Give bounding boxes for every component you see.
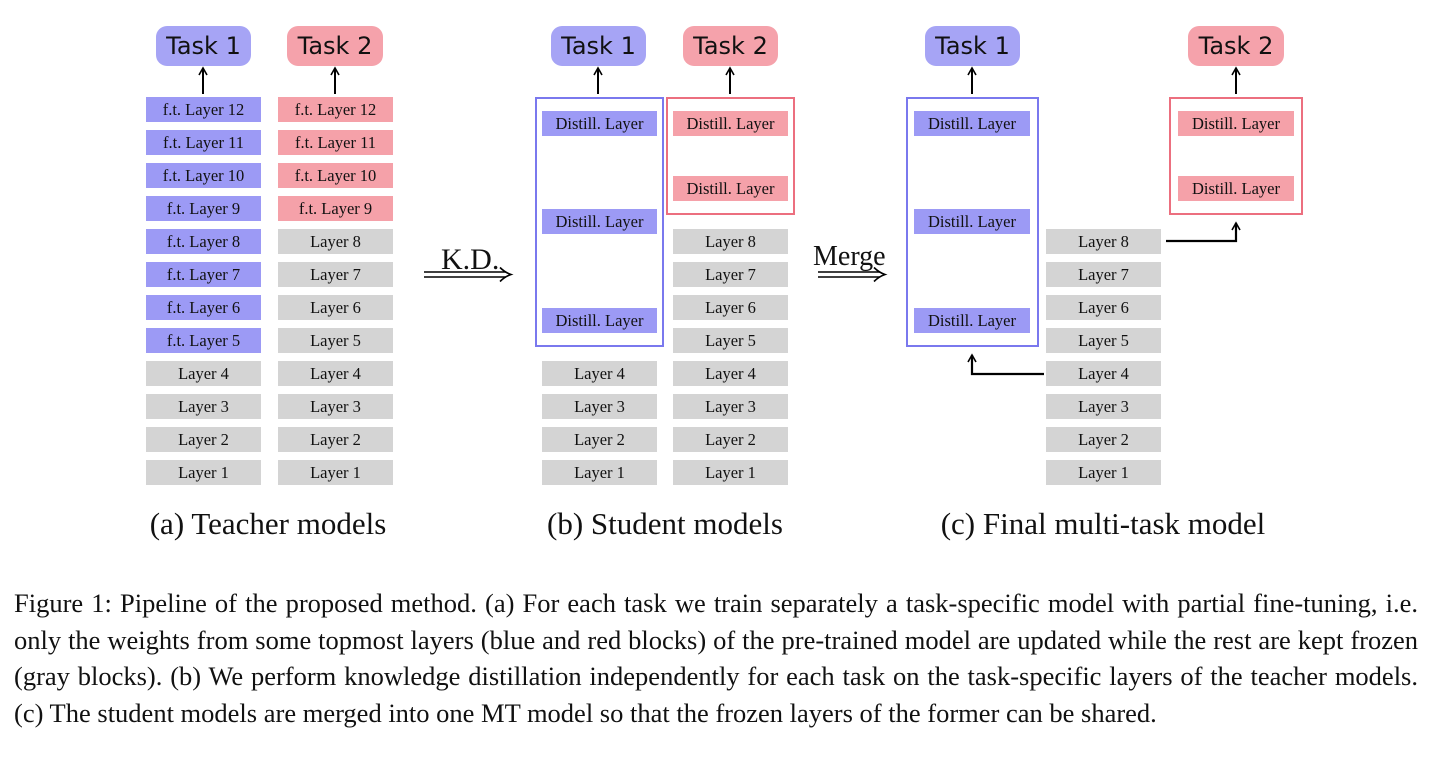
student-task1-pill: Task 1 bbox=[551, 26, 646, 66]
final-shared-layer: Layer 6 bbox=[1046, 295, 1161, 320]
student-task2-frozen-layer: Layer 8 bbox=[673, 229, 788, 254]
student-task1-distill-layer: Distill. Layer bbox=[542, 209, 657, 234]
student-task1-distill-layer: Distill. Layer bbox=[542, 111, 657, 136]
student-task1-distill-layer: Distill. Layer bbox=[542, 308, 657, 333]
student-task2-distill-layer: Distill. Layer bbox=[673, 176, 788, 201]
subcaption-a: (a) Teacher models bbox=[149, 506, 387, 541]
student-task2-frozen-layer: Layer 5 bbox=[673, 328, 788, 353]
student-task2-frozen-layer: Layer 3 bbox=[673, 394, 788, 419]
teacher-task2-layer: f.t. Layer 12 bbox=[278, 97, 393, 122]
final-shared-layer: Layer 7 bbox=[1046, 262, 1161, 287]
teacher-task1-layer: f.t. Layer 11 bbox=[146, 130, 261, 155]
teacher-task2-layer: f.t. Layer 10 bbox=[278, 163, 393, 188]
subcaption-b: (b) Student models bbox=[547, 506, 783, 541]
final-shared-layer: Layer 2 bbox=[1046, 427, 1161, 452]
teacher-task2-layer: Layer 3 bbox=[278, 394, 393, 419]
teacher-task2-layer: f.t. Layer 11 bbox=[278, 130, 393, 155]
kd-label: K.D. bbox=[441, 243, 500, 276]
figure-caption: Figure 1: Pipeline of the proposed metho… bbox=[14, 588, 1418, 728]
teacher-task2-layer: Layer 5 bbox=[278, 328, 393, 353]
teacher-task2-layer: Layer 2 bbox=[278, 427, 393, 452]
subcaption-c: (c) Final multi-task model bbox=[940, 506, 1266, 541]
student-task2-distill-layer: Distill. Layer bbox=[673, 111, 788, 136]
pipeline-figure: Task 1 Task 2 f.t. Layer 12 f.t. Layer 11… bbox=[146, 26, 1303, 541]
teacher-task2-layer: Layer 7 bbox=[278, 262, 393, 287]
final-shared-layer: Layer 3 bbox=[1046, 394, 1161, 419]
teacher-task2-layer: Layer 8 bbox=[278, 229, 393, 254]
teacher-task1-layer: f.t. Layer 10 bbox=[146, 163, 261, 188]
layer4-to-task1-connector bbox=[967, 353, 1044, 376]
final-shared-layer: Layer 1 bbox=[1046, 460, 1161, 485]
teacher-task1-layer: f.t. Layer 6 bbox=[146, 295, 261, 320]
student-task2-frozen-layer: Layer 4 bbox=[673, 361, 788, 386]
final-task1-pill: Task 1 bbox=[925, 26, 1020, 66]
merge-double-arrow bbox=[818, 266, 888, 283]
teacher-task1-layer: f.t. Layer 9 bbox=[146, 196, 261, 221]
student-task1-frozen-layer: Layer 2 bbox=[542, 427, 657, 452]
teacher-task1-layer: f.t. Layer 5 bbox=[146, 328, 261, 353]
student-task1-frozen-layer: Layer 3 bbox=[542, 394, 657, 419]
final-task2-distill-layer: Distill. Layer bbox=[1178, 176, 1294, 201]
final-task2-distill-box bbox=[1169, 97, 1303, 215]
teacher-task2-pill: Task 2 bbox=[287, 26, 383, 66]
final-shared-layer: Layer 8 bbox=[1046, 229, 1161, 254]
teacher-task2-layer: f.t. Layer 9 bbox=[278, 196, 393, 221]
teacher-task1-layer: f.t. Layer 7 bbox=[146, 262, 261, 287]
student-task2-distill-box bbox=[666, 97, 795, 215]
teacher-task1-layer: Layer 1 bbox=[146, 460, 261, 485]
teacher-task2-layer: Layer 4 bbox=[278, 361, 393, 386]
final-shared-layer: Layer 5 bbox=[1046, 328, 1161, 353]
student-task2-frozen-layer: Layer 1 bbox=[673, 460, 788, 485]
final-task1-distill-box bbox=[906, 97, 1039, 347]
final-task1-distill-layer: Distill. Layer bbox=[914, 111, 1030, 136]
student-task1-distill-box bbox=[535, 97, 664, 347]
final-task1-distill-layer: Distill. Layer bbox=[914, 308, 1030, 333]
arrow-overlay bbox=[198, 66, 1241, 376]
student-task2-pill: Task 2 bbox=[683, 26, 778, 66]
final-task1-distill-layer: Distill. Layer bbox=[914, 209, 1030, 234]
teacher-task1-layer: f.t. Layer 8 bbox=[146, 229, 261, 254]
teacher-task1-layer: f.t. Layer 12 bbox=[146, 97, 261, 122]
teacher-task1-pill: Task 1 bbox=[156, 26, 251, 66]
teacher-task1-layer: Layer 2 bbox=[146, 427, 261, 452]
kd-double-arrow bbox=[424, 266, 514, 283]
teacher-task2-layer: Layer 1 bbox=[278, 460, 393, 485]
final-task2-pill: Task 2 bbox=[1188, 26, 1284, 66]
student-task1-frozen-layer: Layer 4 bbox=[542, 361, 657, 386]
teacher-task1-layer: Layer 4 bbox=[146, 361, 261, 386]
teacher-task2-layer: Layer 6 bbox=[278, 295, 393, 320]
student-task1-frozen-layer: Layer 1 bbox=[542, 460, 657, 485]
teacher-task1-layer: Layer 3 bbox=[146, 394, 261, 419]
student-task2-frozen-layer: Layer 7 bbox=[673, 262, 788, 287]
layer8-to-task2-connector bbox=[1166, 221, 1241, 243]
merge-label: Merge bbox=[813, 241, 886, 272]
student-task2-frozen-layer: Layer 6 bbox=[673, 295, 788, 320]
final-task2-distill-layer: Distill. Layer bbox=[1178, 111, 1294, 136]
student-task2-frozen-layer: Layer 2 bbox=[673, 427, 788, 452]
final-shared-layer: Layer 4 bbox=[1046, 361, 1161, 386]
